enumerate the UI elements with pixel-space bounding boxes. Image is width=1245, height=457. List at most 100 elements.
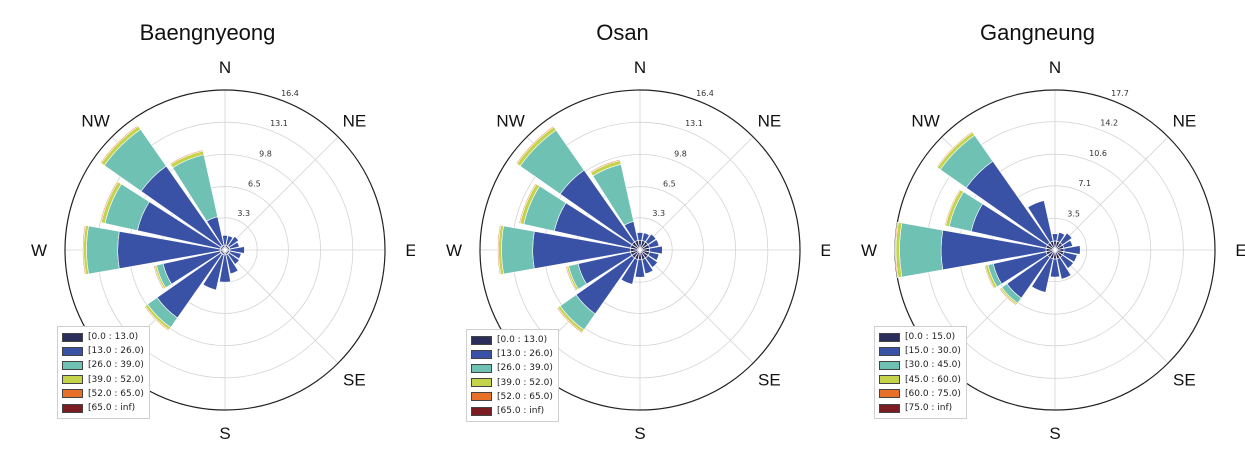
direction-label: W xyxy=(446,241,462,260)
legend-swatch xyxy=(879,360,900,370)
legend-swatch xyxy=(62,403,83,413)
rose-bar-segment xyxy=(899,222,944,278)
rose-bar-segment xyxy=(99,180,119,223)
direction-label: SE xyxy=(758,370,781,389)
ring-label: 10.6 xyxy=(1089,149,1107,158)
rose-bar-segment xyxy=(565,265,578,292)
rose-bar-segment xyxy=(228,241,240,250)
rose-bar-segment xyxy=(645,233,657,245)
grid-spoke xyxy=(1054,136,1169,251)
legend-item: [13.0 : 26.0) xyxy=(62,344,144,358)
legend-item: [0.0 : 13.0) xyxy=(62,330,144,344)
legend-item: [26.0 : 39.0) xyxy=(62,358,144,372)
ring-label: 3.3 xyxy=(237,209,250,218)
rose-bar-segment xyxy=(497,224,502,276)
rose-bar-segment xyxy=(1056,231,1066,243)
rose-bar-segment xyxy=(1059,232,1073,246)
rose-bar-segment xyxy=(518,183,537,224)
direction-label: S xyxy=(219,424,230,443)
legend-label: [15.0 : 30.0) xyxy=(905,346,961,357)
windrose-chart: 3.36.59.813.116.4NNEESESSWWNW xyxy=(31,58,415,443)
rose-bar-segment xyxy=(515,125,555,165)
legend-item: [45.0 : 60.0) xyxy=(879,373,961,387)
legend-label: [65.0 : inf) xyxy=(497,406,545,417)
rose-bar-segment xyxy=(944,188,961,227)
direction-label: W xyxy=(861,241,877,260)
direction-label: E xyxy=(820,241,830,260)
ring-label: 3.5 xyxy=(1067,210,1080,219)
direction-label: W xyxy=(31,241,47,260)
outer-circle xyxy=(479,89,801,411)
ring-label: 17.7 xyxy=(1111,89,1129,98)
direction-label: N xyxy=(634,58,646,77)
ring-label: 16.4 xyxy=(696,89,714,98)
legend-label: [52.0 : 65.0) xyxy=(88,388,144,399)
legend: [0.0 : 13.0) [13.0 : 26.0) [26.0 : 39.0)… xyxy=(466,329,559,423)
windrose-panel-osan: Osan 3.36.59.813.116.4NNEESESSWWNW [0.0 … xyxy=(415,0,830,457)
rose-bar-segment xyxy=(86,225,120,275)
legend-label: [13.0 : 26.0) xyxy=(88,346,144,357)
legend-swatch xyxy=(471,335,492,345)
rose-bar-segment xyxy=(645,255,658,268)
rose-bar-segment xyxy=(556,307,583,334)
windrose-panel-gangneung: Gangneung 3.57.110.614.217.7NNEESESSWWNW… xyxy=(830,0,1245,457)
direction-label: NW xyxy=(496,112,524,131)
legend-label: [39.0 : 52.0) xyxy=(88,374,144,385)
ring-label: 13.1 xyxy=(685,119,703,128)
legend-swatch xyxy=(879,346,900,356)
rose-bar-segment xyxy=(589,159,621,174)
direction-label: S xyxy=(634,424,645,443)
legend-label: [60.0 : 75.0) xyxy=(905,388,961,399)
rose-bar-segment xyxy=(229,246,245,254)
windrose-panel-baengnyeong: Baengnyeong 3.36.59.813.116.4NNEESESSWWN… xyxy=(0,0,415,457)
grid-spoke xyxy=(224,136,339,251)
rose-bar-segment xyxy=(936,131,973,168)
legend-label: [30.0 : 45.0) xyxy=(905,360,961,371)
legend-label: [0.0 : 15.0) xyxy=(905,332,956,343)
grid-spoke xyxy=(639,136,754,251)
legend-swatch xyxy=(879,403,900,413)
rose-bar-segment xyxy=(999,287,1018,306)
ring-label: 9.8 xyxy=(674,149,687,158)
rose-bar-segment xyxy=(620,257,639,285)
legend-swatch xyxy=(471,378,492,388)
rose-bar-segment xyxy=(228,250,242,260)
legend-item: [65.0 : inf) xyxy=(62,401,144,415)
rose-bar-segment xyxy=(143,305,170,332)
rose-bar-segment xyxy=(1031,257,1054,293)
rose-bar-segment xyxy=(222,235,228,246)
legend-swatch xyxy=(879,375,900,385)
direction-label: NE xyxy=(1173,112,1197,131)
ring-label: 3.3 xyxy=(652,209,665,218)
legend-item: [0.0 : 15.0) xyxy=(879,330,961,344)
legend-item: [52.0 : 65.0) xyxy=(62,387,144,401)
legend-label: [13.0 : 26.0) xyxy=(497,349,553,360)
windrose-chart: 3.57.110.614.217.7NNEESESSWWNW xyxy=(861,58,1245,443)
rose-bar-segment xyxy=(1027,200,1054,243)
legend-swatch xyxy=(62,360,83,370)
grid-spoke xyxy=(639,249,754,364)
legend: [0.0 : 13.0) [13.0 : 26.0) [26.0 : 39.0)… xyxy=(57,326,150,420)
rose-bar-segment xyxy=(647,251,660,261)
legend-swatch xyxy=(62,346,83,356)
rose-bar-segment xyxy=(225,253,239,275)
rose-bar-segment xyxy=(1051,233,1059,242)
legend-label: [0.0 : 13.0) xyxy=(497,335,548,346)
rose-bar-segment xyxy=(82,224,87,276)
direction-label: SE xyxy=(1173,370,1196,389)
legend-swatch xyxy=(879,332,900,342)
legend-item: [52.0 : 65.0) xyxy=(471,390,553,404)
legend-label: [26.0 : 39.0) xyxy=(88,360,144,371)
legend-item: [30.0 : 45.0) xyxy=(879,358,961,372)
rose-bar-segment xyxy=(1062,251,1078,263)
rose-bar-segment xyxy=(169,149,204,165)
rose-bar-segment xyxy=(641,232,650,243)
legend-item: [39.0 : 52.0) xyxy=(62,373,144,387)
direction-label: E xyxy=(405,241,415,260)
direction-label: SE xyxy=(343,370,366,389)
direction-label: NW xyxy=(81,112,109,131)
rose-bar-segment xyxy=(227,235,240,248)
rose-bar-segment xyxy=(1059,254,1074,269)
legend-label: [45.0 : 60.0) xyxy=(905,374,961,385)
legend-swatch xyxy=(471,406,492,416)
